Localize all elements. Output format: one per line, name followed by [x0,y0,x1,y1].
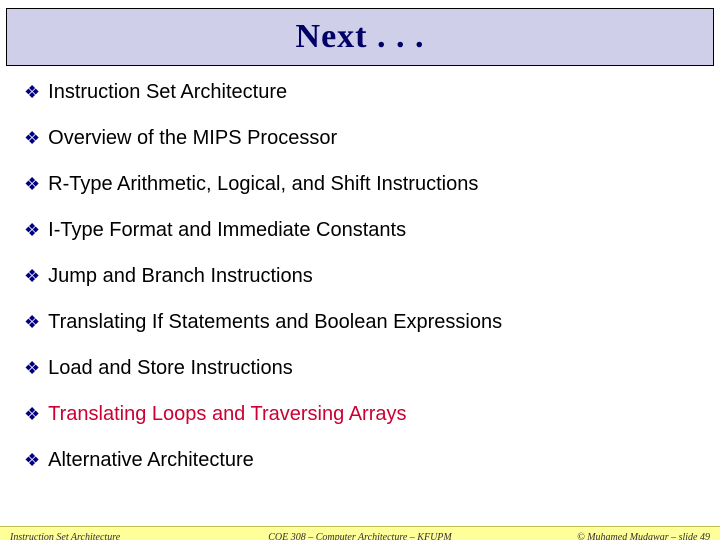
footer-left: Instruction Set Architecture [10,532,243,540]
list-item: ❖ Overview of the MIPS Processor [24,126,696,150]
item-text: R-Type Arithmetic, Logical, and Shift In… [48,172,478,196]
slide: Next . . . ❖ Instruction Set Architectur… [0,8,720,540]
item-text: I-Type Format and Immediate Constants [48,218,406,242]
content-area: ❖ Instruction Set Architecture ❖ Overvie… [0,66,720,472]
diamond-bullet-icon: ❖ [24,172,40,196]
item-text: Translating If Statements and Boolean Ex… [48,310,502,334]
diamond-bullet-icon: ❖ [24,356,40,380]
diamond-bullet-icon: ❖ [24,80,40,104]
item-text: Jump and Branch Instructions [48,264,313,288]
list-item: ❖ Alternative Architecture [24,448,696,472]
item-text: Load and Store Instructions [48,356,293,380]
footer-center: COE 308 – Computer Architecture – KFUPM [243,532,476,540]
list-item: ❖ Load and Store Instructions [24,356,696,380]
item-text: Alternative Architecture [48,448,254,472]
list-item: ❖ Jump and Branch Instructions [24,264,696,288]
list-item: ❖ R-Type Arithmetic, Logical, and Shift … [24,172,696,196]
list-item: ❖ Instruction Set Architecture [24,80,696,104]
diamond-bullet-icon: ❖ [24,310,40,334]
diamond-bullet-icon: ❖ [24,264,40,288]
slide-title: Next . . . [296,18,425,56]
diamond-bullet-icon: ❖ [24,402,40,426]
list-item: ❖ Translating Loops and Traversing Array… [24,402,696,426]
item-text: Translating Loops and Traversing Arrays [48,402,406,426]
item-text: Instruction Set Architecture [48,80,287,104]
list-item: ❖ I-Type Format and Immediate Constants [24,218,696,242]
item-text: Overview of the MIPS Processor [48,126,337,150]
diamond-bullet-icon: ❖ [24,448,40,472]
diamond-bullet-icon: ❖ [24,218,40,242]
footer-right: © Muhamed Mudawar – slide 49 [477,532,710,540]
footer-bar: Instruction Set Architecture COE 308 – C… [0,526,720,540]
list-item: ❖ Translating If Statements and Boolean … [24,310,696,334]
diamond-bullet-icon: ❖ [24,126,40,150]
title-bar: Next . . . [6,8,714,66]
